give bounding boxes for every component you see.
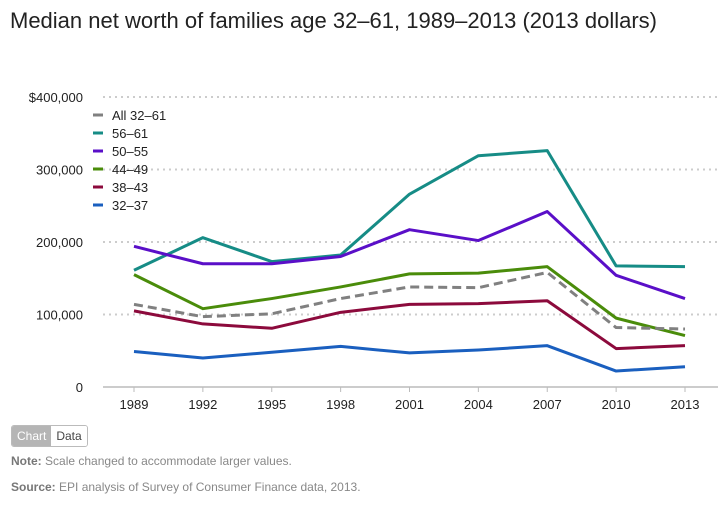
series-line	[133, 270, 686, 331]
chart-tab-button[interactable]: Chart	[12, 426, 52, 446]
x-tick-label: 1989	[120, 397, 149, 412]
x-tick-label: 2001	[395, 397, 424, 412]
y-tick-label: $400,000	[29, 90, 83, 105]
note-label: Note:	[11, 454, 42, 468]
note: Note: Scale changed to accommodate large…	[11, 454, 292, 468]
legend-label: 38–43	[112, 180, 148, 195]
x-tick-label: 2007	[533, 397, 562, 412]
x-tick-label: 2010	[602, 397, 631, 412]
x-tick-label: 2004	[464, 397, 493, 412]
source-text: EPI analysis of Survey of Consumer Finan…	[59, 480, 361, 494]
source-label: Source:	[11, 480, 56, 494]
legend-label: 44–49	[112, 162, 148, 177]
series-line	[133, 265, 686, 337]
legend-label: 50–55	[112, 144, 148, 159]
legend-label: All 32–61	[112, 108, 166, 123]
series-line	[133, 210, 686, 300]
series-line	[133, 344, 686, 373]
y-tick-label: 300,000	[36, 163, 83, 178]
y-tick-label: 100,000	[36, 308, 83, 323]
y-tick-label: 200,000	[36, 235, 83, 250]
line-chart: 0 100,000 200,000 300,000 $400,000 1989 1992 19…	[29, 90, 718, 412]
series-line	[133, 149, 686, 272]
source: Source: EPI analysis of Survey of Consum…	[11, 480, 361, 494]
x-tick-label: 1992	[188, 397, 217, 412]
data-tab-button[interactable]: Data	[51, 426, 87, 446]
note-text: Scale changed to accommodate larger valu…	[45, 454, 292, 468]
series-line	[133, 299, 686, 351]
x-tick-label: 1995	[257, 397, 286, 412]
view-toggle[interactable]: Chart Data	[11, 425, 88, 447]
x-tick-label: 1998	[326, 397, 355, 412]
legend-label: 56–61	[112, 126, 148, 141]
y-tick-label: 0	[76, 380, 83, 395]
chart-title: Median net worth of families age 32–61, …	[10, 8, 657, 33]
legend-label: 32–37	[112, 198, 148, 213]
x-tick-label: 2013	[671, 397, 700, 412]
